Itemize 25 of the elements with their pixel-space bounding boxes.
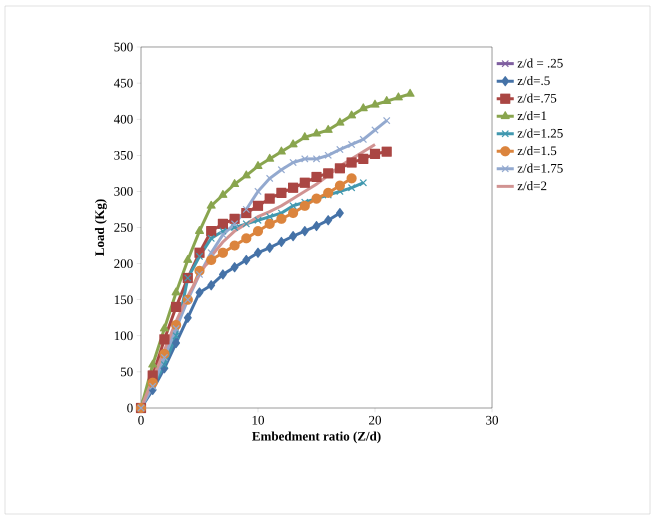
- y-tick-label: 0: [127, 404, 133, 412]
- legend-label: z/d=1.75: [518, 164, 563, 173]
- x-tick-label: 30: [486, 416, 498, 425]
- y-tick-label: 200: [114, 259, 133, 268]
- legend-label: z/d=.5: [518, 76, 550, 86]
- x-axis-title: Embedment ratio (Z/d): [252, 431, 381, 444]
- y-tick-label: 350: [114, 150, 133, 160]
- legend-label: z/d=1.5: [518, 146, 556, 156]
- x-tick-label: 10: [252, 416, 264, 425]
- y-tick-label: 500: [114, 42, 133, 52]
- y-tick-label: 400: [114, 114, 133, 124]
- y-tick-label: 300: [114, 187, 133, 196]
- legend-label: z/d=1.25: [518, 128, 563, 138]
- x-tick-label: 20: [369, 416, 382, 425]
- y-tick-label: 150: [114, 295, 133, 304]
- legend-label: z/d=1: [518, 110, 546, 120]
- y-tick-label: 450: [114, 78, 133, 88]
- y-tick-label: 100: [114, 331, 133, 340]
- legend-label: z/d=2: [518, 181, 546, 190]
- legend-label: z/d = .25: [518, 58, 563, 68]
- x-tick-label: 0: [138, 416, 144, 425]
- y-tick-label: 50: [120, 368, 133, 376]
- legend-label: z/d=.75: [518, 93, 556, 103]
- y-tick-label: 250: [114, 223, 133, 232]
- y-axis-title: Load (Kg): [94, 199, 107, 256]
